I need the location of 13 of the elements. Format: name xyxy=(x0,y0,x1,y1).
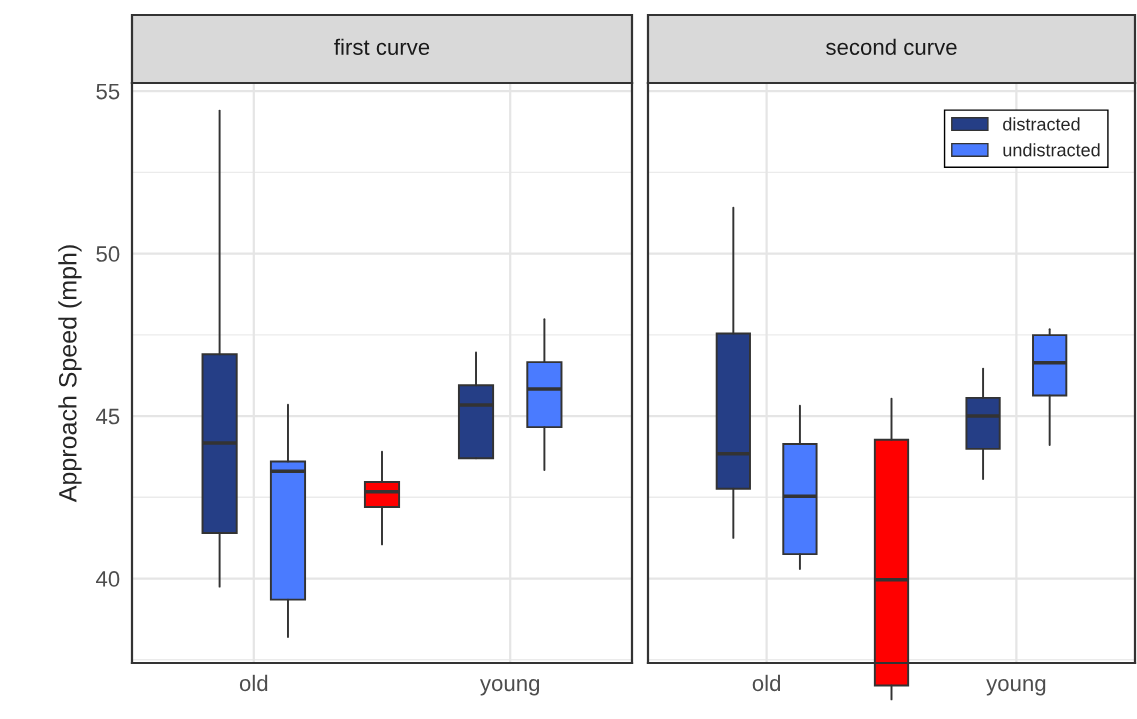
y-tick-label: 55 xyxy=(96,83,120,100)
x-tick-label: young xyxy=(986,678,1046,696)
x-tick-label: old xyxy=(752,674,781,692)
y-axis-title: Approach Speed (mph) xyxy=(58,245,82,503)
y-tick-label: 45 xyxy=(95,408,120,425)
chart-title: first curve xyxy=(334,38,430,55)
legend-label: undistracted xyxy=(1003,143,1100,157)
x-tick-label: old xyxy=(239,674,268,692)
y-tick-label: 40 xyxy=(95,571,120,587)
y-tick-label: 50 xyxy=(96,246,120,262)
chart-title: second curve xyxy=(826,38,957,55)
legend-label: distracted xyxy=(1003,117,1080,131)
x-tick-label: young xyxy=(479,678,540,696)
